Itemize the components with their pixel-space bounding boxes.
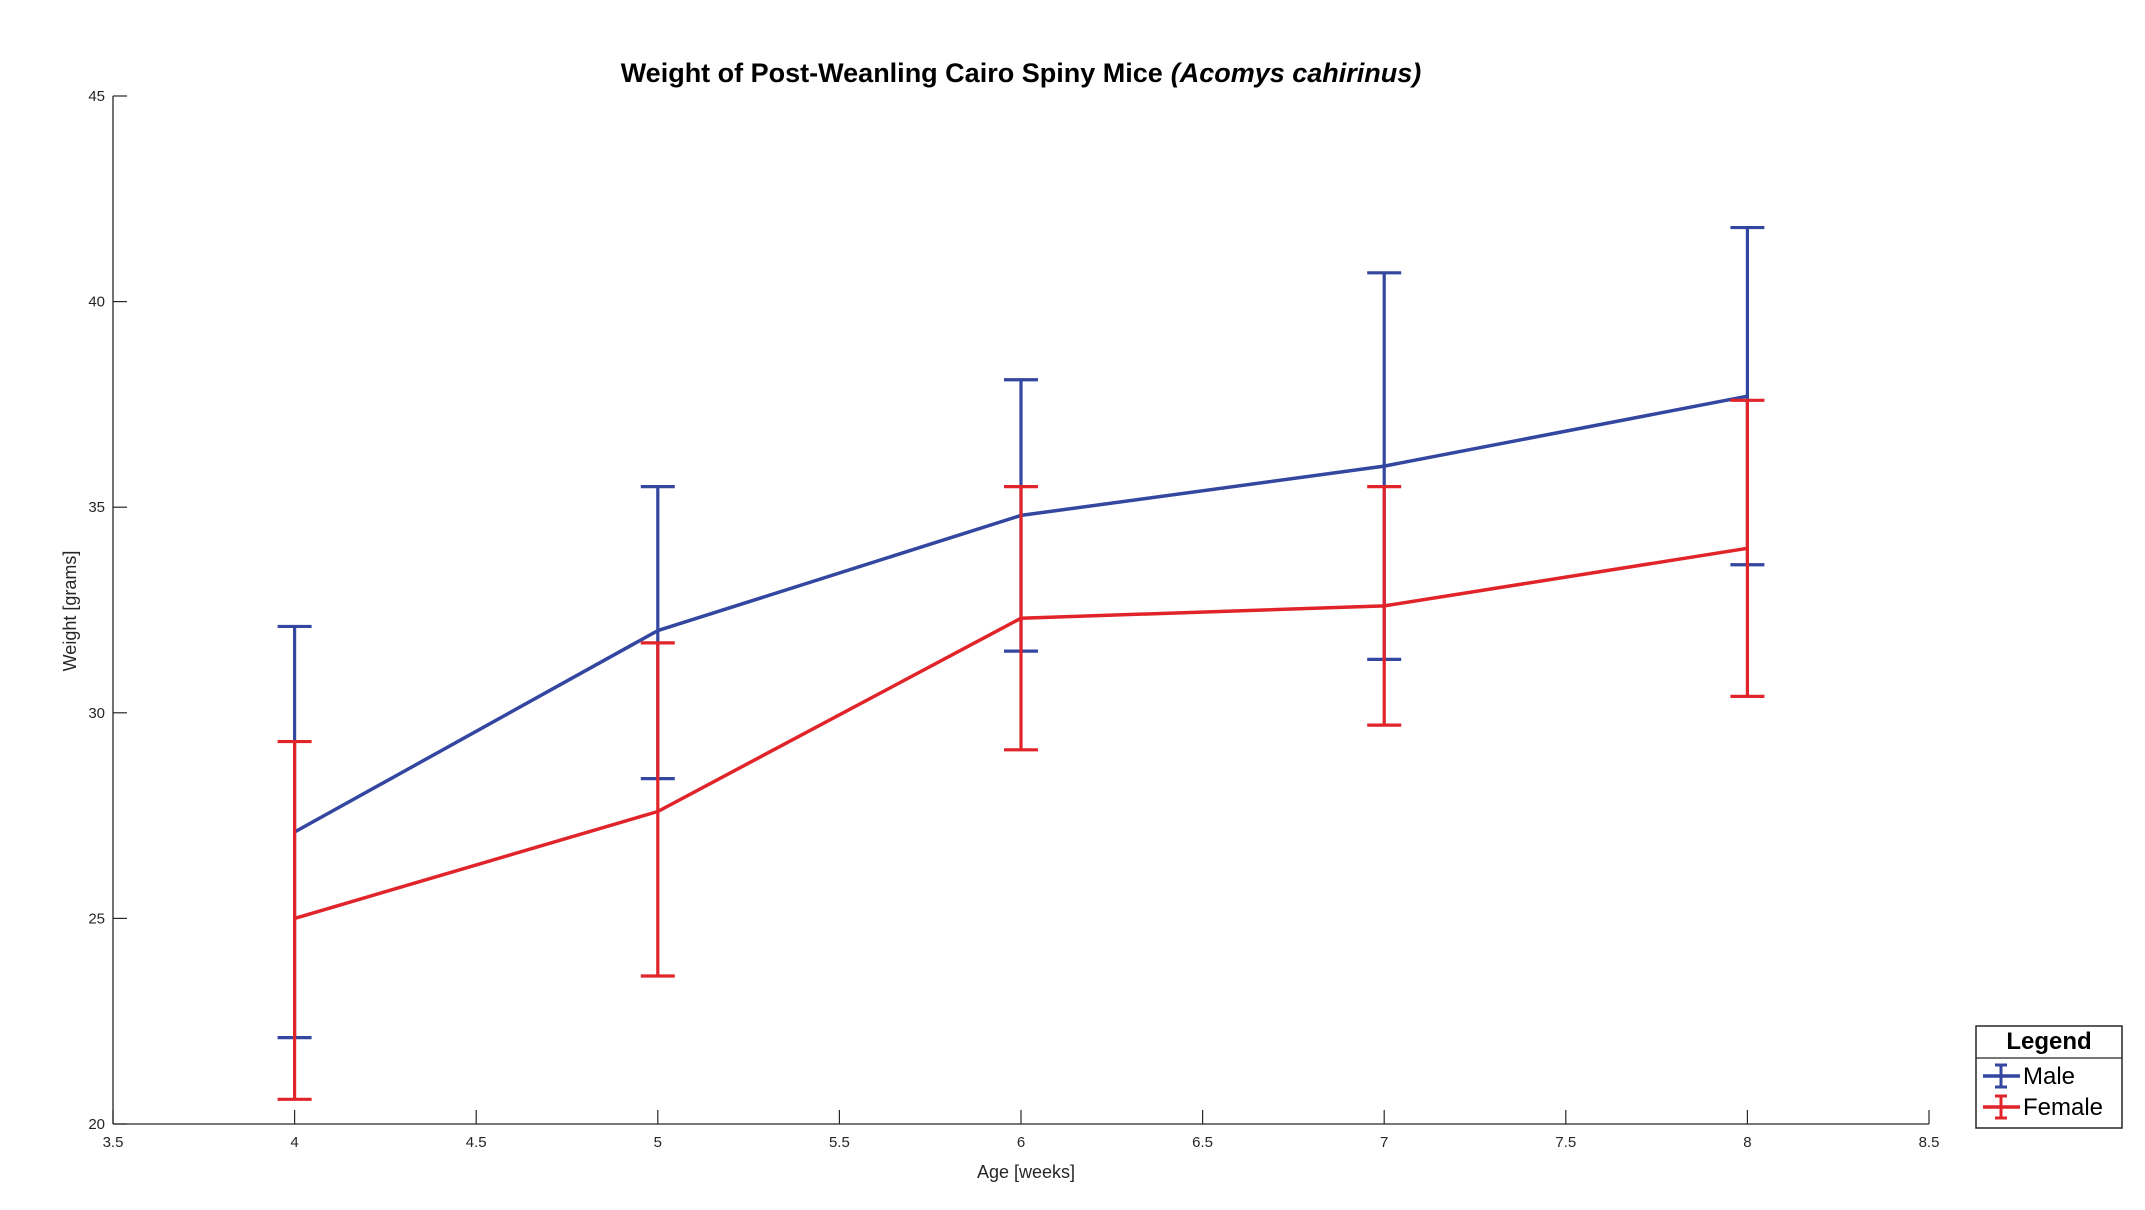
x-tick-label: 6: [1017, 1134, 1025, 1151]
y-tick-label: 35: [88, 499, 105, 516]
axes: 3.5 4 4.5 5 5.5 6 6.5 7 7.5 8 8.5 20 25 30 35 40 45: [88, 88, 1939, 1151]
legend-label-female: Female: [2023, 1094, 2103, 1121]
x-tick-label: 8.5: [1919, 1134, 1940, 1151]
legend-entries: Male Female: [1983, 1063, 2103, 1121]
legend-label-male: Male: [2023, 1063, 2075, 1090]
x-tick-label: 3.5: [103, 1134, 124, 1151]
y-tick-label: 45: [88, 88, 105, 105]
x-tick-label: 8: [1743, 1134, 1751, 1151]
series-female: [277, 398, 1765, 1101]
x-tick-label: 4: [290, 1134, 298, 1151]
y-tick-label: 25: [88, 910, 105, 927]
x-tick-label: 4.5: [466, 1134, 487, 1151]
legend-title: Legend: [2006, 1028, 2091, 1055]
x-axis-label: Age [weeks]: [977, 1162, 1075, 1182]
x-tick-label: 6.5: [1192, 1134, 1213, 1151]
chart-title-main: Weight of Post-Weanling Cairo Spiny Mice: [621, 58, 1163, 88]
x-tick-label: 7.5: [1555, 1134, 1576, 1151]
y-tick-label: 20: [88, 1116, 105, 1133]
y-tick-label: 30: [88, 705, 105, 722]
series-layer: [277, 225, 1765, 1101]
chart-title-species: (Acomys cahirinus): [1171, 58, 1422, 88]
y-tick-label: 40: [88, 294, 105, 311]
x-tick-label: 5: [654, 1134, 662, 1151]
legend: Legend Male Female: [1975, 1025, 2123, 1129]
x-tick-label: 5.5: [829, 1134, 850, 1151]
legend-entry-female: Female: [1983, 1094, 2103, 1121]
y-axis-label: Weight [grams]: [60, 551, 80, 672]
legend-entry-male: Male: [1983, 1063, 2075, 1090]
chart-title: Weight of Post-Weanling Cairo Spiny Mice…: [621, 58, 1422, 88]
x-tick-label: 7: [1380, 1134, 1388, 1151]
